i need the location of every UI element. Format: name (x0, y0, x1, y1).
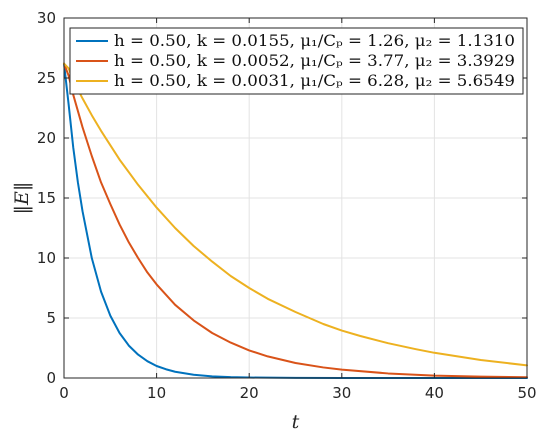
y-tick-label: 25 (37, 69, 56, 87)
y-tick-label: 30 (37, 9, 56, 27)
x-tick-label: 10 (147, 384, 166, 402)
series-line-2 (63, 62, 528, 379)
legend-entry-3: h = 0.50, k = 0.0031, μ₁/Cₚ = 6.28, μ₂ =… (114, 72, 515, 90)
legend-entry-1: h = 0.50, k = 0.0155, μ₁/Cₚ = 1.26, μ₂ =… (114, 32, 515, 50)
series-line-1 (63, 62, 528, 379)
y-tick-label: 20 (37, 129, 56, 147)
y-axis-label: ‖E‖ (11, 182, 33, 215)
x-tick-label: 20 (240, 384, 259, 402)
legend-box (69, 27, 524, 95)
x-tick-label: 30 (332, 384, 351, 402)
y-tick-label: 15 (37, 189, 56, 207)
legend-entry-2: h = 0.50, k = 0.0052, μ₁/Cₚ = 3.77, μ₂ =… (114, 52, 515, 70)
x-tick-label: 40 (425, 384, 444, 402)
x-axis-label: t (292, 411, 300, 433)
x-tick-label: 50 (517, 384, 536, 402)
series-lines (63, 62, 528, 379)
tick-labels: 0 10 20 30 40 50 0 5 10 15 20 25 30 (37, 9, 537, 402)
y-tick-label: 0 (46, 369, 56, 387)
legend: h = 0.50, k = 0.0155, μ₁/Cₚ = 1.26, μ₂ =… (69, 27, 524, 95)
axes (63, 17, 528, 379)
y-tick-label: 5 (46, 309, 56, 327)
series-line-3 (63, 62, 528, 367)
y-tick-label: 10 (37, 249, 56, 267)
x-tick-label: 0 (59, 384, 69, 402)
